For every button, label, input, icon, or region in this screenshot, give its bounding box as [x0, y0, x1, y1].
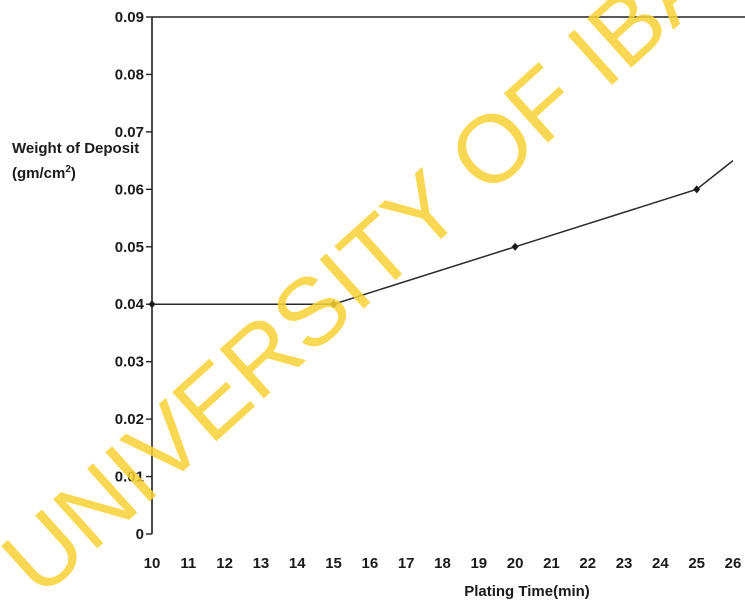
x-tick-label: 17 — [398, 555, 415, 572]
x-tick-label: 22 — [579, 555, 596, 572]
x-tick-label: 13 — [253, 555, 270, 572]
y-axis-title-line1: Weight of Deposit — [12, 140, 139, 157]
x-tick-label: 26 — [725, 555, 742, 572]
y-tick-label: 0.06 — [115, 181, 144, 198]
x-tick-label: 12 — [216, 555, 233, 572]
x-tick-label: 15 — [325, 555, 342, 572]
axes — [151, 16, 745, 534]
x-tick-label: 20 — [507, 555, 524, 572]
x-tick-label: 10 — [144, 555, 161, 572]
x-axis-title: Plating Time(min) — [464, 583, 590, 600]
y-tick-label: 0.05 — [115, 239, 144, 256]
x-tick-label: 18 — [434, 555, 451, 572]
data-point — [511, 242, 519, 251]
y-tick-label: 0.02 — [115, 411, 144, 428]
y-tick-label: 0.07 — [115, 124, 144, 141]
data-point — [330, 300, 338, 309]
y-tick-label: 0.08 — [115, 66, 144, 83]
x-tick-label: 19 — [470, 555, 487, 572]
y-tick-label: 0.04 — [115, 296, 145, 313]
x-tick-label: 14 — [289, 555, 306, 572]
x-ticks: 10 11 12 13 14 15 16 17 18 19 20 21 22 23 24 25 26 — [144, 555, 742, 572]
x-tick-label: 11 — [180, 555, 196, 572]
y-axis-title-line2: (gm/cm2) — [12, 164, 76, 182]
y-tick-label: 0.03 — [115, 354, 144, 371]
data-point — [148, 300, 156, 309]
series-group — [148, 160, 734, 309]
x-tick-label: 16 — [362, 555, 379, 572]
y-ticks: 0 0.01 0.02 0.03 0.04 0.05 0.06 0.07 0.08 0.09 — [115, 9, 152, 543]
x-tick-label: 21 — [543, 555, 560, 572]
x-tick-label: 24 — [652, 555, 669, 572]
x-tick-label: 25 — [688, 555, 705, 572]
y-tick-label: 0.09 — [115, 9, 144, 26]
y-tick-label: 0.01 — [115, 469, 144, 486]
x-tick-label: 23 — [616, 555, 633, 572]
y-tick-label: 0 — [136, 526, 144, 543]
data-point — [693, 185, 701, 194]
